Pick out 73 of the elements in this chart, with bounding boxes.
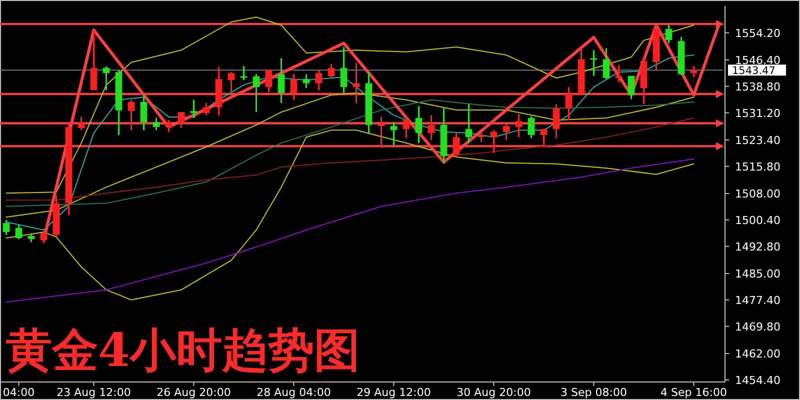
candlestick bbox=[328, 63, 335, 79]
candlestick bbox=[178, 111, 185, 129]
candlestick bbox=[228, 71, 235, 94]
candlestick bbox=[602, 47, 610, 80]
candlestick bbox=[590, 49, 598, 77]
x-tick-label: 26 Aug 20:00 bbox=[156, 386, 231, 399]
y-tick-label: 1477.40 bbox=[735, 294, 780, 307]
y-tick-label: 1523.40 bbox=[735, 134, 780, 147]
candlestick bbox=[415, 105, 422, 144]
candlestick bbox=[690, 65, 698, 78]
x-tick-label: 04:00 bbox=[2, 386, 35, 399]
candlestick bbox=[252, 73, 260, 113]
candlestick bbox=[28, 232, 35, 243]
candlestick bbox=[140, 94, 148, 131]
text: 黄金4小时趋势图 bbox=[6, 323, 360, 377]
candlestick bbox=[340, 46, 348, 94]
candlestick bbox=[190, 99, 198, 119]
line-series bbox=[6, 130, 694, 300]
y-tick-label: 1454.40 bbox=[735, 374, 780, 387]
candlestick bbox=[465, 103, 472, 144]
x-tick-label: 29 Aug 12:00 bbox=[356, 386, 431, 399]
candlestick bbox=[540, 128, 548, 148]
y-tick-label: 1462.00 bbox=[735, 347, 780, 360]
y-tick-label: 1546.40 bbox=[735, 54, 780, 67]
line-series bbox=[6, 16, 694, 194]
y-tick-label: 1538.80 bbox=[735, 80, 780, 94]
candlestick bbox=[478, 132, 485, 143]
candlestick bbox=[128, 99, 135, 131]
y-tick-label: 1485.00 bbox=[735, 267, 780, 280]
x-tick-label: 23 Aug 12:00 bbox=[56, 386, 131, 399]
candlestick bbox=[490, 129, 498, 154]
candlestick bbox=[528, 116, 535, 139]
candlestick bbox=[565, 86, 572, 121]
candlestick bbox=[78, 116, 85, 131]
y-tick-label: 1515.80 bbox=[735, 160, 780, 174]
candlestick bbox=[152, 117, 160, 131]
candlestick bbox=[515, 113, 522, 138]
candlestick bbox=[428, 114, 435, 141]
y-tick-label: 1554.20 bbox=[735, 26, 780, 40]
x-tick-label: 30 Aug 20:00 bbox=[456, 386, 531, 399]
x-tick-label: 28 Aug 04:00 bbox=[256, 386, 331, 399]
line-series bbox=[6, 118, 694, 201]
candlestick bbox=[2, 219, 10, 236]
x-tick-label: 4 Sep 16:00 bbox=[660, 386, 727, 399]
candlestick bbox=[165, 119, 172, 133]
candlestick bbox=[90, 29, 98, 91]
y-tick-label: 1469.80 bbox=[735, 320, 780, 334]
candlestick bbox=[552, 103, 560, 139]
candlestick bbox=[352, 62, 360, 104]
line-series bbox=[6, 158, 694, 302]
y-tick-label: 1492.80 bbox=[735, 240, 780, 254]
candlestick bbox=[278, 57, 285, 104]
candlestick bbox=[40, 230, 48, 244]
candlestick bbox=[302, 73, 310, 89]
candlestick bbox=[402, 116, 410, 139]
candlestick bbox=[202, 102, 210, 116]
candlestick bbox=[665, 24, 672, 44]
candlestick bbox=[290, 73, 298, 101]
y-tick-label: 1500.40 bbox=[735, 214, 780, 227]
candlestick bbox=[265, 69, 272, 94]
candlestick bbox=[390, 121, 398, 146]
candlestick bbox=[102, 65, 110, 91]
y-tick-label: 1531.20 bbox=[735, 106, 780, 120]
candlestick bbox=[502, 123, 510, 141]
candlestick bbox=[315, 69, 322, 91]
candlestick bbox=[615, 64, 622, 83]
candlestick bbox=[628, 75, 635, 100]
candlestick bbox=[452, 131, 460, 158]
ref-line-label: 1543.47 bbox=[732, 65, 776, 78]
candlestick bbox=[15, 224, 22, 240]
y-tick-label: 1508.00 bbox=[735, 187, 780, 200]
x-tick-label: 3 Sep 08:00 bbox=[560, 386, 627, 399]
candlestick bbox=[240, 65, 248, 81]
